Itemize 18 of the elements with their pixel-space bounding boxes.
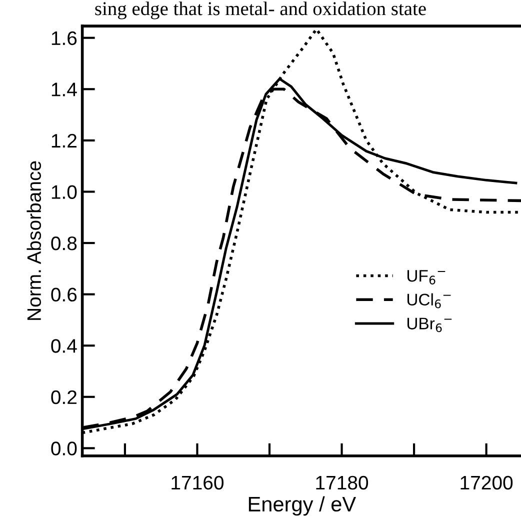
y-tick-label: 0.2	[51, 390, 76, 404]
y-tick-label: 1.2	[52, 134, 76, 148]
y-tick-label: 1.4	[52, 82, 77, 96]
y-tick-label: 0.4	[51, 339, 77, 353]
y-tick-label: 1.6	[52, 31, 77, 46]
y-tick-label: 1.0	[52, 185, 77, 199]
legend-label: UCl$_{6}$$^{−}$	[407, 293, 451, 308]
x-tick-label: 17180	[316, 476, 368, 490]
x-tick-label: 17160	[172, 476, 224, 490]
y-axis-title: Norm. Absorbance	[26, 161, 42, 320]
text: sing edge that is metal- and oxidation state	[95, 2, 426, 20]
x-tick-label: 17200	[460, 476, 513, 490]
y-tick-label: 0.0	[51, 442, 77, 456]
legend-label: UBr$_{6}$$^{−}$	[407, 318, 452, 332]
x-axis-title: Energy / eV	[248, 496, 356, 516]
legend-label: UF$_{6}$$^{−}$	[407, 270, 446, 284]
y-tick-label: 0.6	[51, 288, 77, 302]
y-tick-label: 0.8	[51, 236, 77, 250]
